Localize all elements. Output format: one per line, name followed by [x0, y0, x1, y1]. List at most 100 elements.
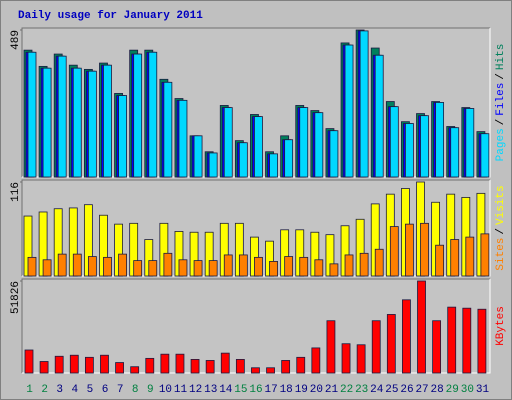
- x-tick-label: 3: [56, 384, 63, 396]
- bar: [87, 256, 97, 277]
- bar: [148, 260, 158, 277]
- legend-entry: Files: [495, 83, 507, 116]
- panel-shadow: [21, 27, 490, 177]
- bar: [235, 359, 245, 374]
- bar: [223, 254, 233, 277]
- panel-shadow: [21, 278, 490, 373]
- x-tick-label: 6: [102, 384, 109, 396]
- bar: [72, 67, 82, 178]
- bar: [341, 343, 351, 374]
- bar: [389, 106, 399, 178]
- legend: Pages / Files / Hits: [495, 44, 507, 162]
- bar: [356, 344, 366, 374]
- bar: [480, 133, 490, 178]
- x-tick-label: 7: [117, 384, 124, 396]
- bar: [175, 353, 185, 374]
- bar: [193, 260, 203, 277]
- x-tick-label: 16: [249, 384, 262, 396]
- bar: [402, 299, 411, 374]
- bar: [371, 320, 381, 374]
- bar: [435, 102, 445, 178]
- legend-separator: /: [495, 228, 507, 235]
- bar: [118, 253, 127, 277]
- bar: [205, 360, 215, 374]
- x-tick-label: 1: [26, 384, 33, 396]
- x-tick-label: 29: [446, 384, 459, 396]
- legend-entry: KBytes: [495, 306, 507, 346]
- bar: [208, 260, 218, 277]
- x-tick-label: 22: [340, 384, 353, 396]
- legend-entry: Pages: [495, 128, 507, 161]
- bar: [314, 259, 324, 277]
- x-tick-label: 24: [370, 384, 384, 396]
- x-tick-label: 25: [385, 384, 398, 396]
- bar: [420, 222, 429, 277]
- bar: [389, 226, 399, 277]
- bar: [269, 261, 278, 277]
- x-tick-label: 30: [461, 384, 474, 396]
- y-tick-label: 489: [10, 30, 22, 50]
- y-tick-label: 51826: [10, 281, 22, 314]
- bar: [405, 123, 414, 178]
- bar: [314, 112, 324, 178]
- bar: [374, 54, 384, 178]
- bar: [251, 367, 260, 374]
- bar: [118, 95, 127, 178]
- legend-entry: Sites: [495, 238, 507, 271]
- x-tick-label: 26: [400, 384, 413, 396]
- x-tick-label: 31: [476, 384, 490, 396]
- panel: [22, 279, 490, 373]
- bar: [432, 320, 442, 374]
- bar: [417, 280, 426, 374]
- bar: [57, 253, 67, 277]
- x-tick-label: 10: [159, 384, 172, 396]
- x-tick-label: 13: [204, 384, 217, 396]
- bar: [450, 127, 460, 178]
- bar: [299, 256, 309, 277]
- x-tick-label: 5: [87, 384, 94, 396]
- bar: [72, 253, 82, 277]
- x-tick-label: 12: [189, 384, 202, 396]
- bar: [103, 256, 112, 277]
- x-tick-label: 11: [174, 384, 188, 396]
- bar: [462, 307, 472, 374]
- x-tick-label: 17: [264, 384, 277, 396]
- x-tick-label: 21: [325, 384, 339, 396]
- x-tick-label: 15: [234, 384, 247, 396]
- bar: [24, 349, 34, 374]
- panel-shadow: [21, 179, 490, 276]
- bar: [465, 108, 475, 178]
- bar: [329, 263, 339, 277]
- bar: [311, 347, 321, 374]
- bar: [299, 107, 309, 178]
- x-tick-label: 18: [280, 384, 293, 396]
- x-tick-label: 8: [132, 384, 139, 396]
- bar: [145, 357, 155, 374]
- bar: [344, 44, 354, 178]
- bar: [190, 359, 200, 374]
- bar: [54, 355, 64, 374]
- bar: [450, 239, 460, 277]
- x-tick-label: 4: [72, 384, 79, 396]
- bar: [103, 64, 112, 178]
- bar: [130, 366, 140, 374]
- bar: [69, 354, 79, 374]
- bar: [27, 256, 37, 277]
- bar: [133, 260, 143, 277]
- bar: [84, 356, 94, 374]
- bar: [359, 30, 369, 178]
- bar: [238, 254, 248, 277]
- bar: [178, 259, 188, 277]
- bar: [220, 352, 230, 374]
- bar: [465, 236, 475, 277]
- bar: [238, 142, 248, 178]
- bar: [254, 116, 263, 178]
- chart-title: Daily usage for January 2011: [18, 10, 203, 22]
- bar: [87, 70, 97, 178]
- bar: [329, 130, 339, 178]
- bar: [100, 354, 109, 374]
- x-tick-label: 9: [147, 384, 154, 396]
- bar: [57, 55, 67, 178]
- bar: [208, 152, 218, 178]
